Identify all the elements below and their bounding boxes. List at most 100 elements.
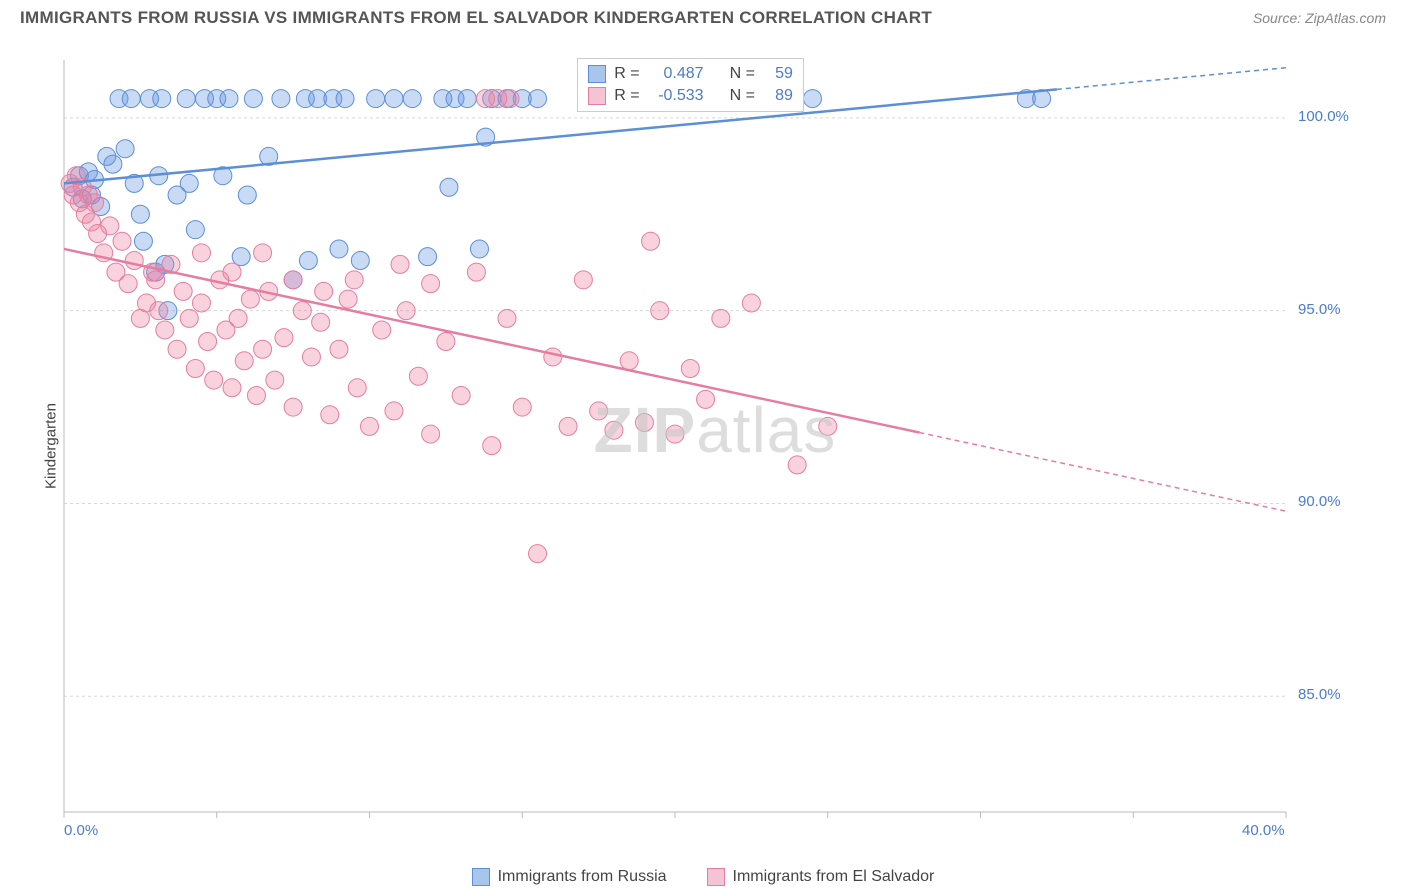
data-point — [651, 302, 669, 320]
data-point — [361, 417, 379, 435]
data-point — [385, 90, 403, 108]
data-point — [241, 290, 259, 308]
data-point — [348, 379, 366, 397]
data-point — [284, 271, 302, 289]
data-point — [299, 252, 317, 270]
data-point — [339, 290, 357, 308]
data-point — [559, 417, 577, 435]
data-point — [174, 282, 192, 300]
data-point — [104, 155, 122, 173]
data-point — [529, 545, 547, 563]
bottom-legend: Immigrants from Russia Immigrants from El… — [0, 868, 1406, 886]
data-point — [803, 90, 821, 108]
data-point — [116, 140, 134, 158]
data-point — [351, 252, 369, 270]
data-point — [397, 302, 415, 320]
legend-item: Immigrants from El Salvador — [707, 868, 935, 886]
data-point — [235, 352, 253, 370]
data-point — [275, 329, 293, 347]
data-point — [223, 379, 241, 397]
data-point — [205, 371, 223, 389]
data-point — [712, 309, 730, 327]
data-point — [315, 282, 333, 300]
data-point — [458, 90, 476, 108]
legend-label: Immigrants from Russia — [498, 868, 667, 886]
data-point — [238, 186, 256, 204]
data-point — [232, 248, 250, 266]
data-point — [385, 402, 403, 420]
data-point — [742, 294, 760, 312]
data-point — [697, 390, 715, 408]
data-point — [153, 90, 171, 108]
n-label: N = — [730, 65, 755, 83]
x-tick-label: 0.0% — [64, 822, 98, 839]
data-point — [247, 387, 265, 405]
data-point — [513, 398, 531, 416]
data-point — [483, 437, 501, 455]
data-point — [122, 90, 140, 108]
data-point — [498, 309, 516, 327]
data-point — [642, 232, 660, 250]
data-point — [302, 348, 320, 366]
data-point — [254, 340, 272, 358]
data-point — [101, 217, 119, 235]
data-point — [470, 240, 488, 258]
data-point — [574, 271, 592, 289]
data-point — [180, 174, 198, 192]
data-point — [336, 90, 354, 108]
y-tick-label: 85.0% — [1298, 686, 1341, 703]
trend-line-extrapolated — [1057, 68, 1286, 90]
data-point — [199, 333, 217, 351]
data-point — [367, 90, 385, 108]
chart-title: IMMIGRANTS FROM RUSSIA VS IMMIGRANTS FRO… — [20, 8, 932, 28]
data-point — [125, 252, 143, 270]
data-point — [244, 90, 262, 108]
data-point — [192, 294, 210, 312]
data-point — [422, 425, 440, 443]
stat-row: R =0.487N =59 — [588, 63, 793, 85]
r-value: -0.533 — [648, 87, 704, 105]
r-value: 0.487 — [648, 65, 704, 83]
data-point — [605, 421, 623, 439]
data-point — [312, 313, 330, 331]
data-point — [666, 425, 684, 443]
legend-swatch — [588, 87, 606, 105]
data-point — [186, 221, 204, 239]
r-label: R = — [614, 87, 639, 105]
data-point — [345, 271, 363, 289]
data-point — [467, 263, 485, 281]
stat-row: R =-0.533N =89 — [588, 85, 793, 107]
x-tick-label: 40.0% — [1242, 822, 1285, 839]
data-point — [293, 302, 311, 320]
y-tick-label: 100.0% — [1298, 108, 1349, 125]
data-point — [284, 398, 302, 416]
data-point — [529, 90, 547, 108]
data-point — [192, 244, 210, 262]
data-point — [681, 360, 699, 378]
data-point — [620, 352, 638, 370]
data-point — [113, 232, 131, 250]
data-point — [119, 275, 137, 293]
data-point — [321, 406, 339, 424]
data-point — [437, 333, 455, 351]
data-point — [254, 244, 272, 262]
data-point — [156, 321, 174, 339]
data-point — [180, 309, 198, 327]
correlation-stats-box: R =0.487N =59R =-0.533N =89 — [577, 58, 804, 112]
data-point — [544, 348, 562, 366]
legend-swatch — [588, 65, 606, 83]
data-point — [440, 178, 458, 196]
trend-line-extrapolated — [919, 433, 1286, 512]
data-point — [272, 90, 290, 108]
y-tick-label: 90.0% — [1298, 493, 1341, 510]
data-point — [177, 90, 195, 108]
data-point — [168, 340, 186, 358]
source-label: Source: ZipAtlas.com — [1253, 10, 1386, 26]
data-point — [150, 302, 168, 320]
scatter-plot — [44, 50, 1386, 842]
n-label: N = — [730, 87, 755, 105]
data-point — [134, 232, 152, 250]
data-point — [403, 90, 421, 108]
data-point — [452, 387, 470, 405]
trend-line — [64, 249, 919, 433]
